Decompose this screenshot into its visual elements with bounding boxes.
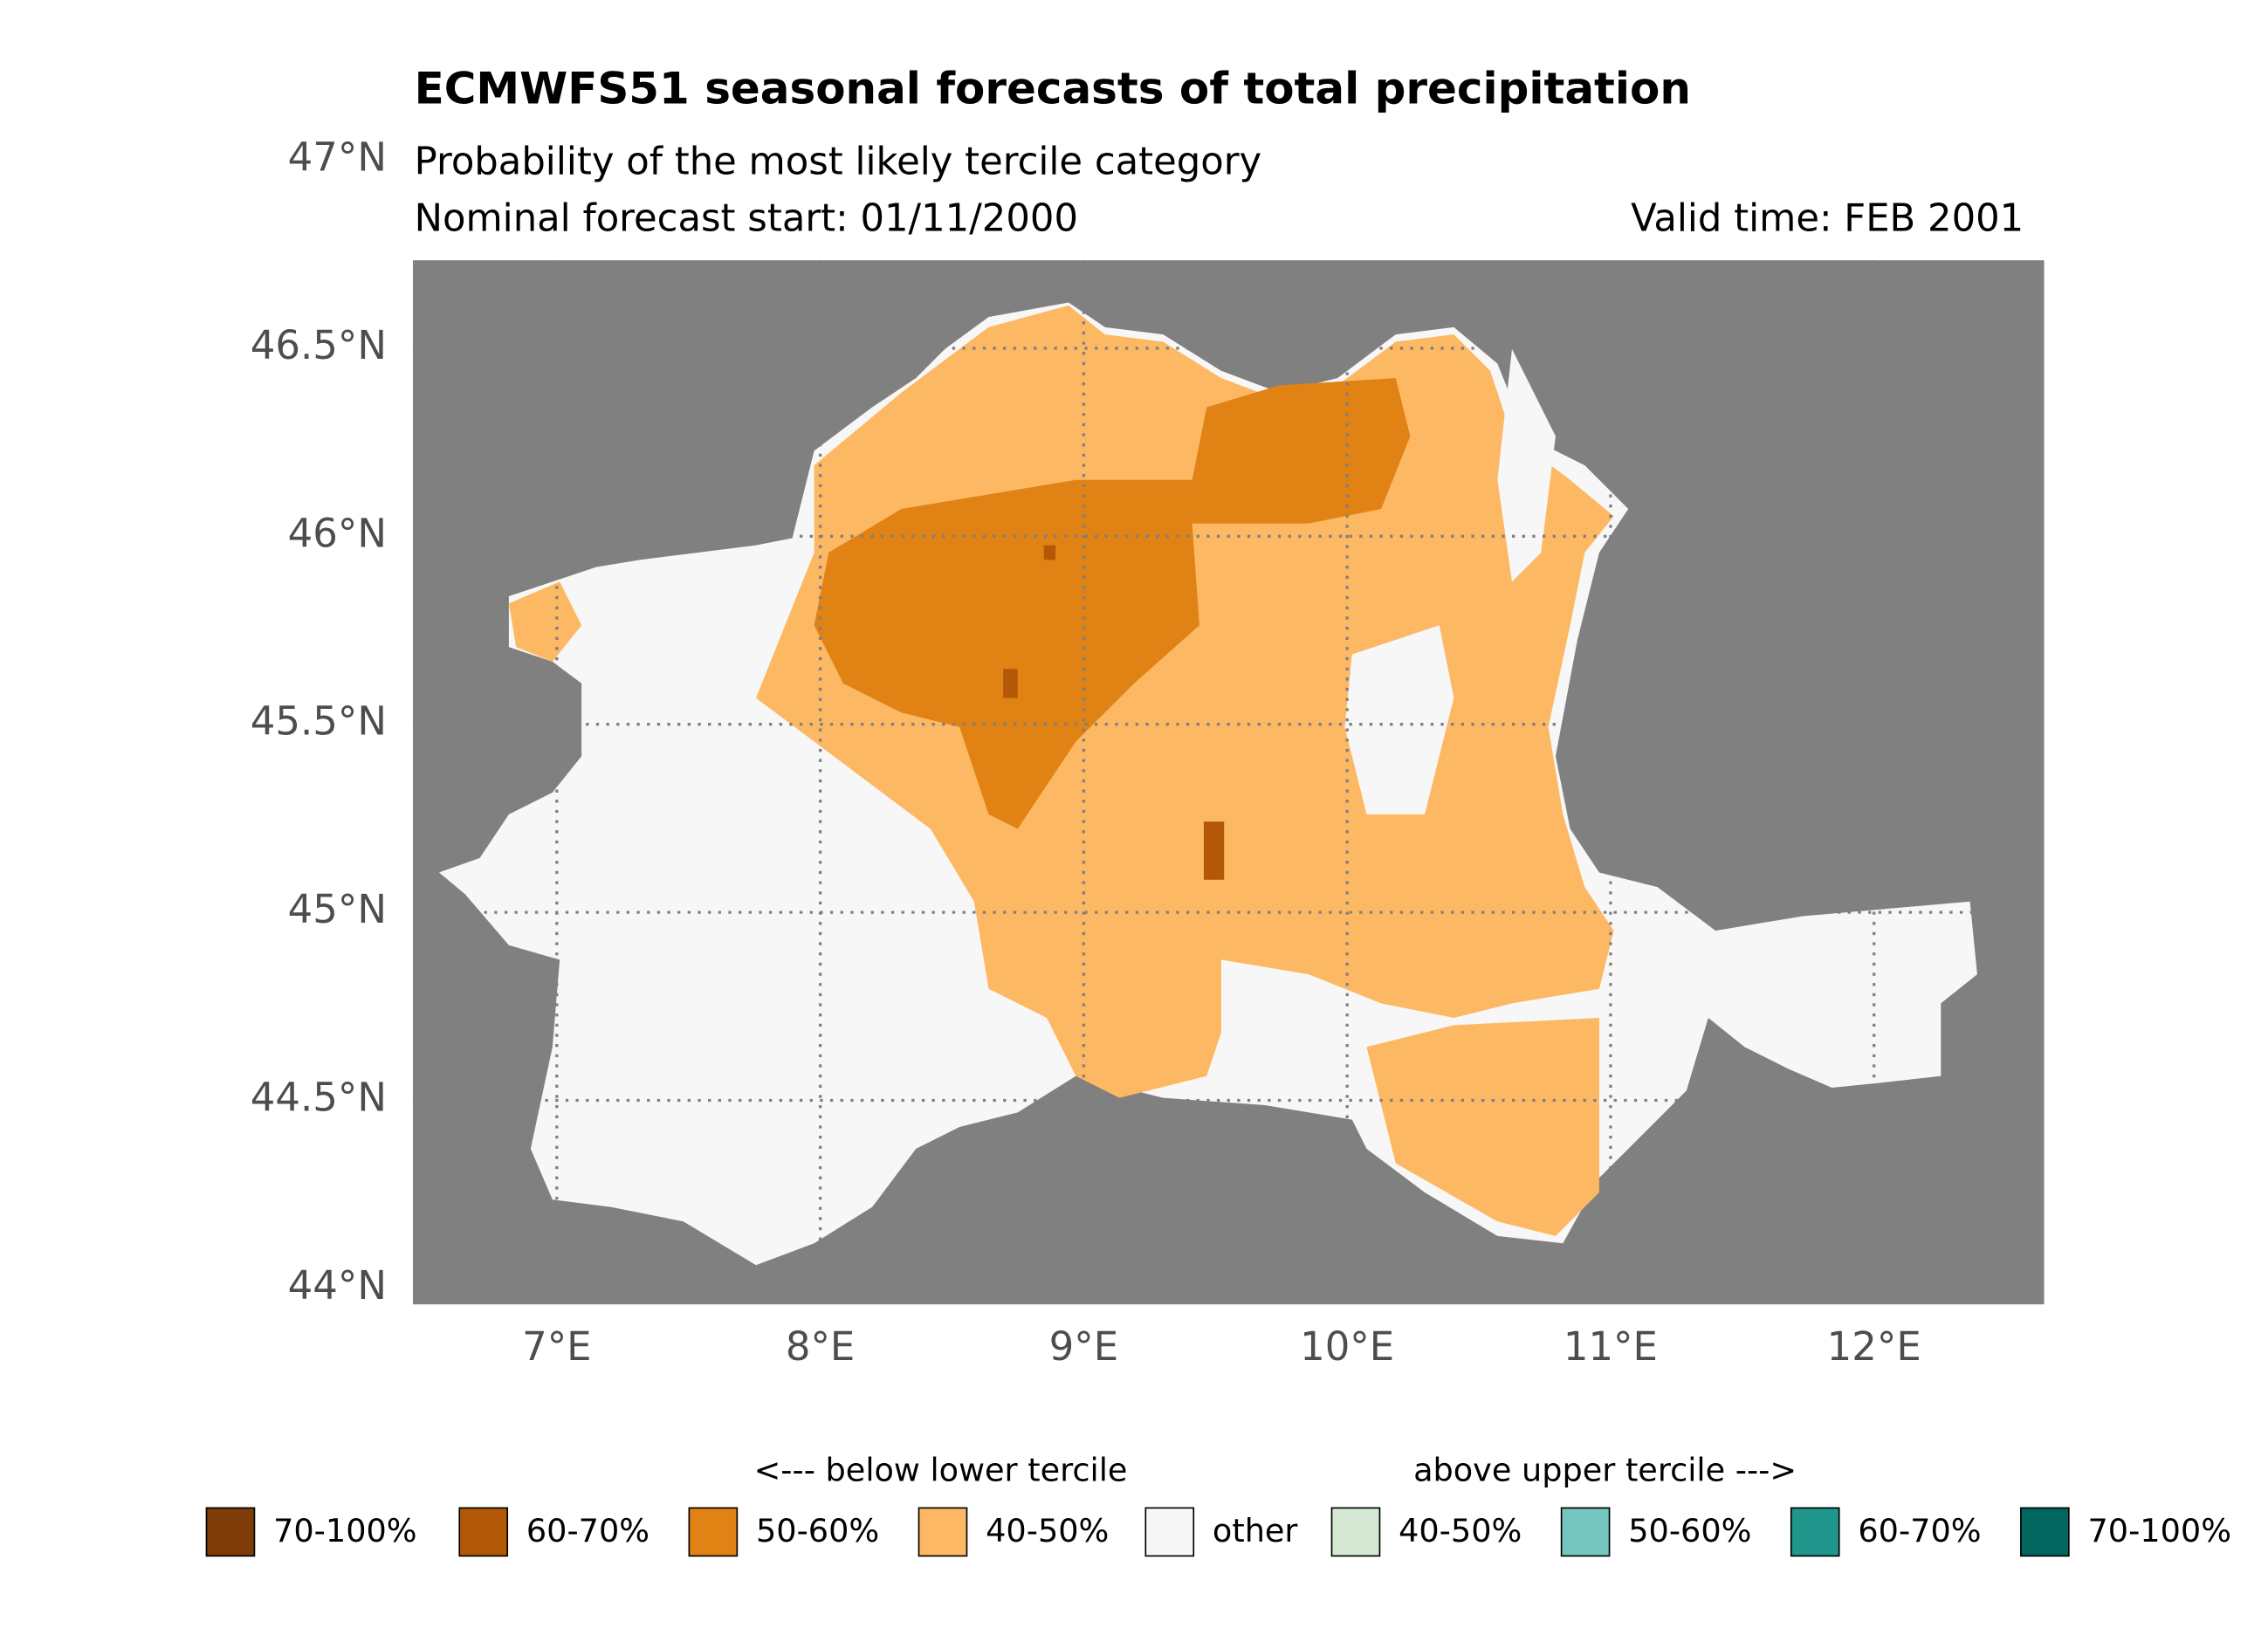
title: ECMWFS51 seasonal forecasts of total pre… — [415, 63, 1691, 113]
legend-swatch — [2020, 1507, 2070, 1557]
legend-swatch — [458, 1507, 509, 1557]
legend-swatch — [205, 1507, 256, 1557]
legend-label: 60-70% — [526, 1512, 649, 1549]
forecast-start: Nominal forecast start: 01/11/2000 — [415, 197, 1078, 241]
lat-label: 46°N — [288, 510, 387, 556]
lon-label: 9°E — [1049, 1323, 1119, 1370]
prob-60-70-region — [1043, 545, 1056, 560]
other-region — [1344, 625, 1454, 814]
prob-60-70-region — [1003, 669, 1018, 698]
legend-swatch — [1330, 1507, 1381, 1557]
lon-label: 12°E — [1827, 1323, 1921, 1370]
lat-label: 44.5°N — [251, 1074, 387, 1120]
axes: 44°N 44.5°N 45°N 45.5°N 46°N 46.5°N 47°N 7°E 8°E… — [251, 134, 1921, 1370]
prob-40-50-region — [508, 581, 582, 662]
legend-label: 40-50% — [986, 1512, 1109, 1549]
legend-label: 70-100% — [273, 1512, 417, 1549]
legend-swatch — [1144, 1507, 1195, 1557]
lat-label: 47°N — [288, 134, 387, 181]
lat-label: 44°N — [288, 1262, 387, 1309]
graticule — [412, 260, 2045, 1305]
legend-swatch — [688, 1507, 739, 1557]
lat-label: 45.5°N — [251, 698, 387, 745]
prob-40-50-region — [1366, 1018, 1599, 1236]
legend-label: 60-70% — [1858, 1512, 1981, 1549]
legend-label: 50-60% — [1628, 1512, 1751, 1549]
legend-label: other — [1213, 1512, 1299, 1549]
lon-label: 11°E — [1564, 1323, 1658, 1370]
legend-below-label: <--- below lower tercile — [754, 1451, 1128, 1488]
legend-swatch — [1560, 1507, 1611, 1557]
lon-label: 7°E — [522, 1323, 592, 1370]
lat-label: 45°N — [288, 886, 387, 932]
lon-label: 10°E — [1300, 1323, 1394, 1370]
legend-swatch — [918, 1507, 968, 1557]
lat-label: 46.5°N — [251, 322, 387, 368]
legend: 70-100% 60-70% 50-60% 40-50% other 40-50% 50-6… — [205, 1507, 2231, 1557]
prob-50-60-region — [814, 378, 1411, 829]
valid-time: Valid time: FEB 2001 — [1631, 197, 2024, 241]
other-region — [1497, 348, 1556, 582]
legend-label: 50-60% — [756, 1512, 879, 1549]
legend-label: 40-50% — [1399, 1512, 1522, 1549]
lon-label: 8°E — [786, 1323, 856, 1370]
subtitle: Probability of the most likely tercile c… — [415, 141, 1262, 184]
legend-above-label: above upper tercile ---> — [1413, 1451, 1797, 1488]
legend-swatch — [1790, 1507, 1840, 1557]
legend-label: 70-100% — [2087, 1512, 2231, 1549]
prob-60-70-region — [1203, 821, 1225, 880]
